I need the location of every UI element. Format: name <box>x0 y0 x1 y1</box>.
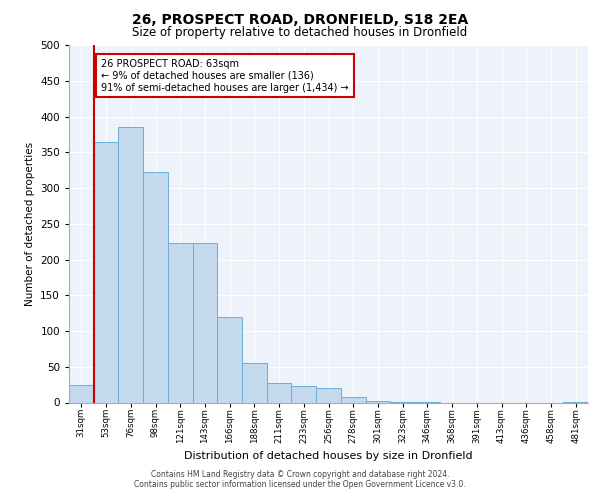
Bar <box>217 316 242 402</box>
Bar <box>341 397 365 402</box>
Bar <box>316 388 341 402</box>
Text: 26, PROSPECT ROAD, DRONFIELD, S18 2EA: 26, PROSPECT ROAD, DRONFIELD, S18 2EA <box>132 12 468 26</box>
Bar <box>242 363 267 403</box>
Bar <box>292 386 316 402</box>
Bar <box>94 142 118 402</box>
Bar <box>267 383 292 402</box>
Bar <box>143 172 168 402</box>
Bar <box>69 384 94 402</box>
X-axis label: Distribution of detached houses by size in Dronfield: Distribution of detached houses by size … <box>184 452 473 462</box>
Bar <box>168 243 193 402</box>
Text: Contains HM Land Registry data © Crown copyright and database right 2024.
Contai: Contains HM Land Registry data © Crown c… <box>134 470 466 489</box>
Y-axis label: Number of detached properties: Number of detached properties <box>25 142 35 306</box>
Text: Size of property relative to detached houses in Dronfield: Size of property relative to detached ho… <box>133 26 467 39</box>
Text: 26 PROSPECT ROAD: 63sqm
← 9% of detached houses are smaller (136)
91% of semi-de: 26 PROSPECT ROAD: 63sqm ← 9% of detached… <box>101 60 349 92</box>
Bar <box>365 401 390 402</box>
Bar <box>193 243 217 402</box>
Bar <box>118 127 143 402</box>
